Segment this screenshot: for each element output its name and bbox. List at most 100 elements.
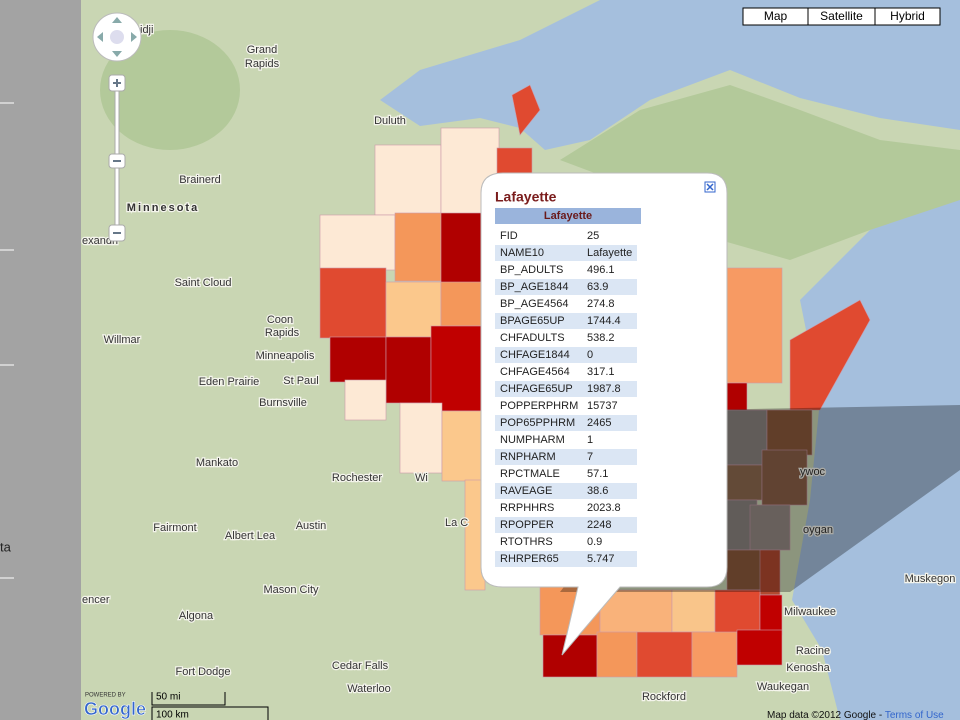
place-label: Algona bbox=[179, 610, 214, 622]
field-value: 25 bbox=[587, 230, 599, 242]
attribution: Map data ©2012 Google - Terms of Use bbox=[767, 710, 944, 720]
sidebar-lines bbox=[0, 102, 14, 579]
sidebar-label: ta bbox=[0, 539, 12, 554]
field-name: RAVEAGE bbox=[500, 485, 552, 497]
button-bg[interactable] bbox=[874, 7, 941, 26]
field-value: 2023.8 bbox=[587, 502, 621, 514]
map-type-button[interactable]: Hybrid bbox=[874, 7, 941, 26]
place-label: Burnsville bbox=[259, 397, 307, 409]
table-header-bg bbox=[495, 208, 641, 224]
place-label: La C bbox=[445, 517, 468, 529]
field-value: 15737 bbox=[587, 400, 618, 412]
place-label: Kenosha bbox=[786, 662, 830, 674]
row-bg bbox=[495, 347, 637, 363]
field-value: 538.2 bbox=[587, 332, 615, 344]
place-label: idji bbox=[140, 24, 153, 36]
place-label: Cedar Falls bbox=[332, 660, 389, 672]
scale-km: 100 km bbox=[156, 710, 189, 720]
field-value: Lafayette bbox=[587, 247, 632, 259]
field-value: 0.9 bbox=[587, 536, 602, 548]
place-label: Coon bbox=[267, 314, 293, 326]
place-label: Minnesota bbox=[127, 202, 199, 214]
field-value: 63.9 bbox=[587, 281, 608, 293]
place-label: Brainerd bbox=[179, 174, 221, 186]
field-value: 38.6 bbox=[587, 485, 608, 497]
logo-caption: POWERED BY bbox=[85, 693, 126, 699]
place-label: Muskegon bbox=[905, 573, 956, 585]
place-label: St Paul bbox=[283, 375, 318, 387]
row-bg bbox=[495, 449, 637, 465]
place-label: Grand bbox=[247, 44, 278, 56]
button-label[interactable]: Hybrid bbox=[890, 9, 925, 23]
field-name: RTOTHRS bbox=[500, 536, 553, 548]
place-label: Waukegan bbox=[757, 681, 809, 693]
close-button[interactable] bbox=[704, 181, 716, 193]
green-areas bbox=[100, 30, 960, 260]
county-choropleth bbox=[319, 84, 871, 678]
field-name: RPCTMALE bbox=[500, 468, 560, 480]
field-name: RNPHARM bbox=[500, 451, 556, 463]
button-label[interactable]: Map bbox=[764, 9, 788, 23]
place-label: oygan bbox=[803, 524, 833, 536]
place-label: Fort Dodge bbox=[175, 666, 230, 678]
field-value: 274.8 bbox=[587, 298, 615, 310]
google-logo[interactable]: Google bbox=[84, 698, 147, 719]
place-label: Waterloo bbox=[347, 683, 391, 695]
place-label: Racine bbox=[796, 645, 830, 657]
row-bg bbox=[495, 279, 637, 295]
field-name: NAME10 bbox=[500, 247, 544, 259]
row-bg bbox=[495, 313, 637, 329]
field-name: BP_AGE1844 bbox=[500, 281, 569, 293]
field-name: BPAGE65UP bbox=[500, 315, 565, 327]
place-label: Milwaukee bbox=[784, 606, 836, 618]
place-label: Rapids bbox=[265, 327, 300, 339]
place-label: Willmar bbox=[104, 334, 141, 346]
info-title: Lafayette bbox=[495, 189, 557, 205]
button-label[interactable]: Satellite bbox=[820, 9, 863, 23]
field-name: BP_AGE4564 bbox=[500, 298, 569, 310]
field-value: 1987.8 bbox=[587, 383, 621, 395]
place-label: Mankato bbox=[196, 457, 238, 469]
row-bg bbox=[495, 415, 637, 431]
place-label: Fairmont bbox=[153, 522, 196, 534]
field-value: 317.1 bbox=[587, 366, 615, 378]
scale-bar: 50 mi 100 km bbox=[151, 692, 269, 720]
place-label: ywoc bbox=[800, 466, 826, 478]
field-value: 5.747 bbox=[587, 553, 615, 565]
field-name: POP65PPHRM bbox=[500, 417, 575, 429]
sidebar bbox=[0, 0, 81, 720]
field-name: RHRPER65 bbox=[500, 553, 559, 565]
field-value: 7 bbox=[587, 451, 593, 463]
field-value: 496.1 bbox=[587, 264, 615, 276]
terms-link[interactable]: Terms of Use bbox=[885, 710, 944, 720]
field-value: 1744.4 bbox=[587, 315, 621, 327]
field-name: BP_ADULTS bbox=[500, 264, 563, 276]
table-header: Lafayette bbox=[544, 210, 592, 222]
field-value: 57.1 bbox=[587, 468, 608, 480]
place-label: Rochester bbox=[332, 472, 382, 484]
map-type-button[interactable]: Map bbox=[742, 7, 809, 26]
place-label: Eden Prairie bbox=[199, 376, 260, 388]
pan-control[interactable] bbox=[92, 12, 142, 62]
field-name: CHFAGE65UP bbox=[500, 383, 573, 395]
zoom-control[interactable] bbox=[108, 74, 126, 242]
field-name: NUMPHARM bbox=[500, 434, 565, 446]
row-bg bbox=[495, 517, 637, 533]
attribution-text: Map data ©2012 Google - bbox=[767, 710, 885, 720]
place-label: Austin bbox=[296, 520, 327, 532]
field-name: CHFAGE4564 bbox=[500, 366, 570, 378]
row-bg bbox=[495, 551, 637, 567]
place-label: Minneapolis bbox=[256, 350, 315, 362]
map-type-button[interactable]: Satellite bbox=[807, 7, 876, 26]
place-label: Saint Cloud bbox=[175, 277, 232, 289]
field-name: CHFAGE1844 bbox=[500, 349, 570, 361]
field-name: POPPERPHRM bbox=[500, 400, 578, 412]
field-name: RPOPPER bbox=[500, 519, 554, 531]
scale-miles: 50 mi bbox=[156, 692, 180, 703]
row-bg bbox=[495, 245, 637, 261]
row-bg bbox=[495, 381, 637, 397]
place-label: Duluth bbox=[374, 115, 406, 127]
field-name: RRPHHRS bbox=[500, 502, 554, 514]
field-value: 1 bbox=[587, 434, 593, 446]
